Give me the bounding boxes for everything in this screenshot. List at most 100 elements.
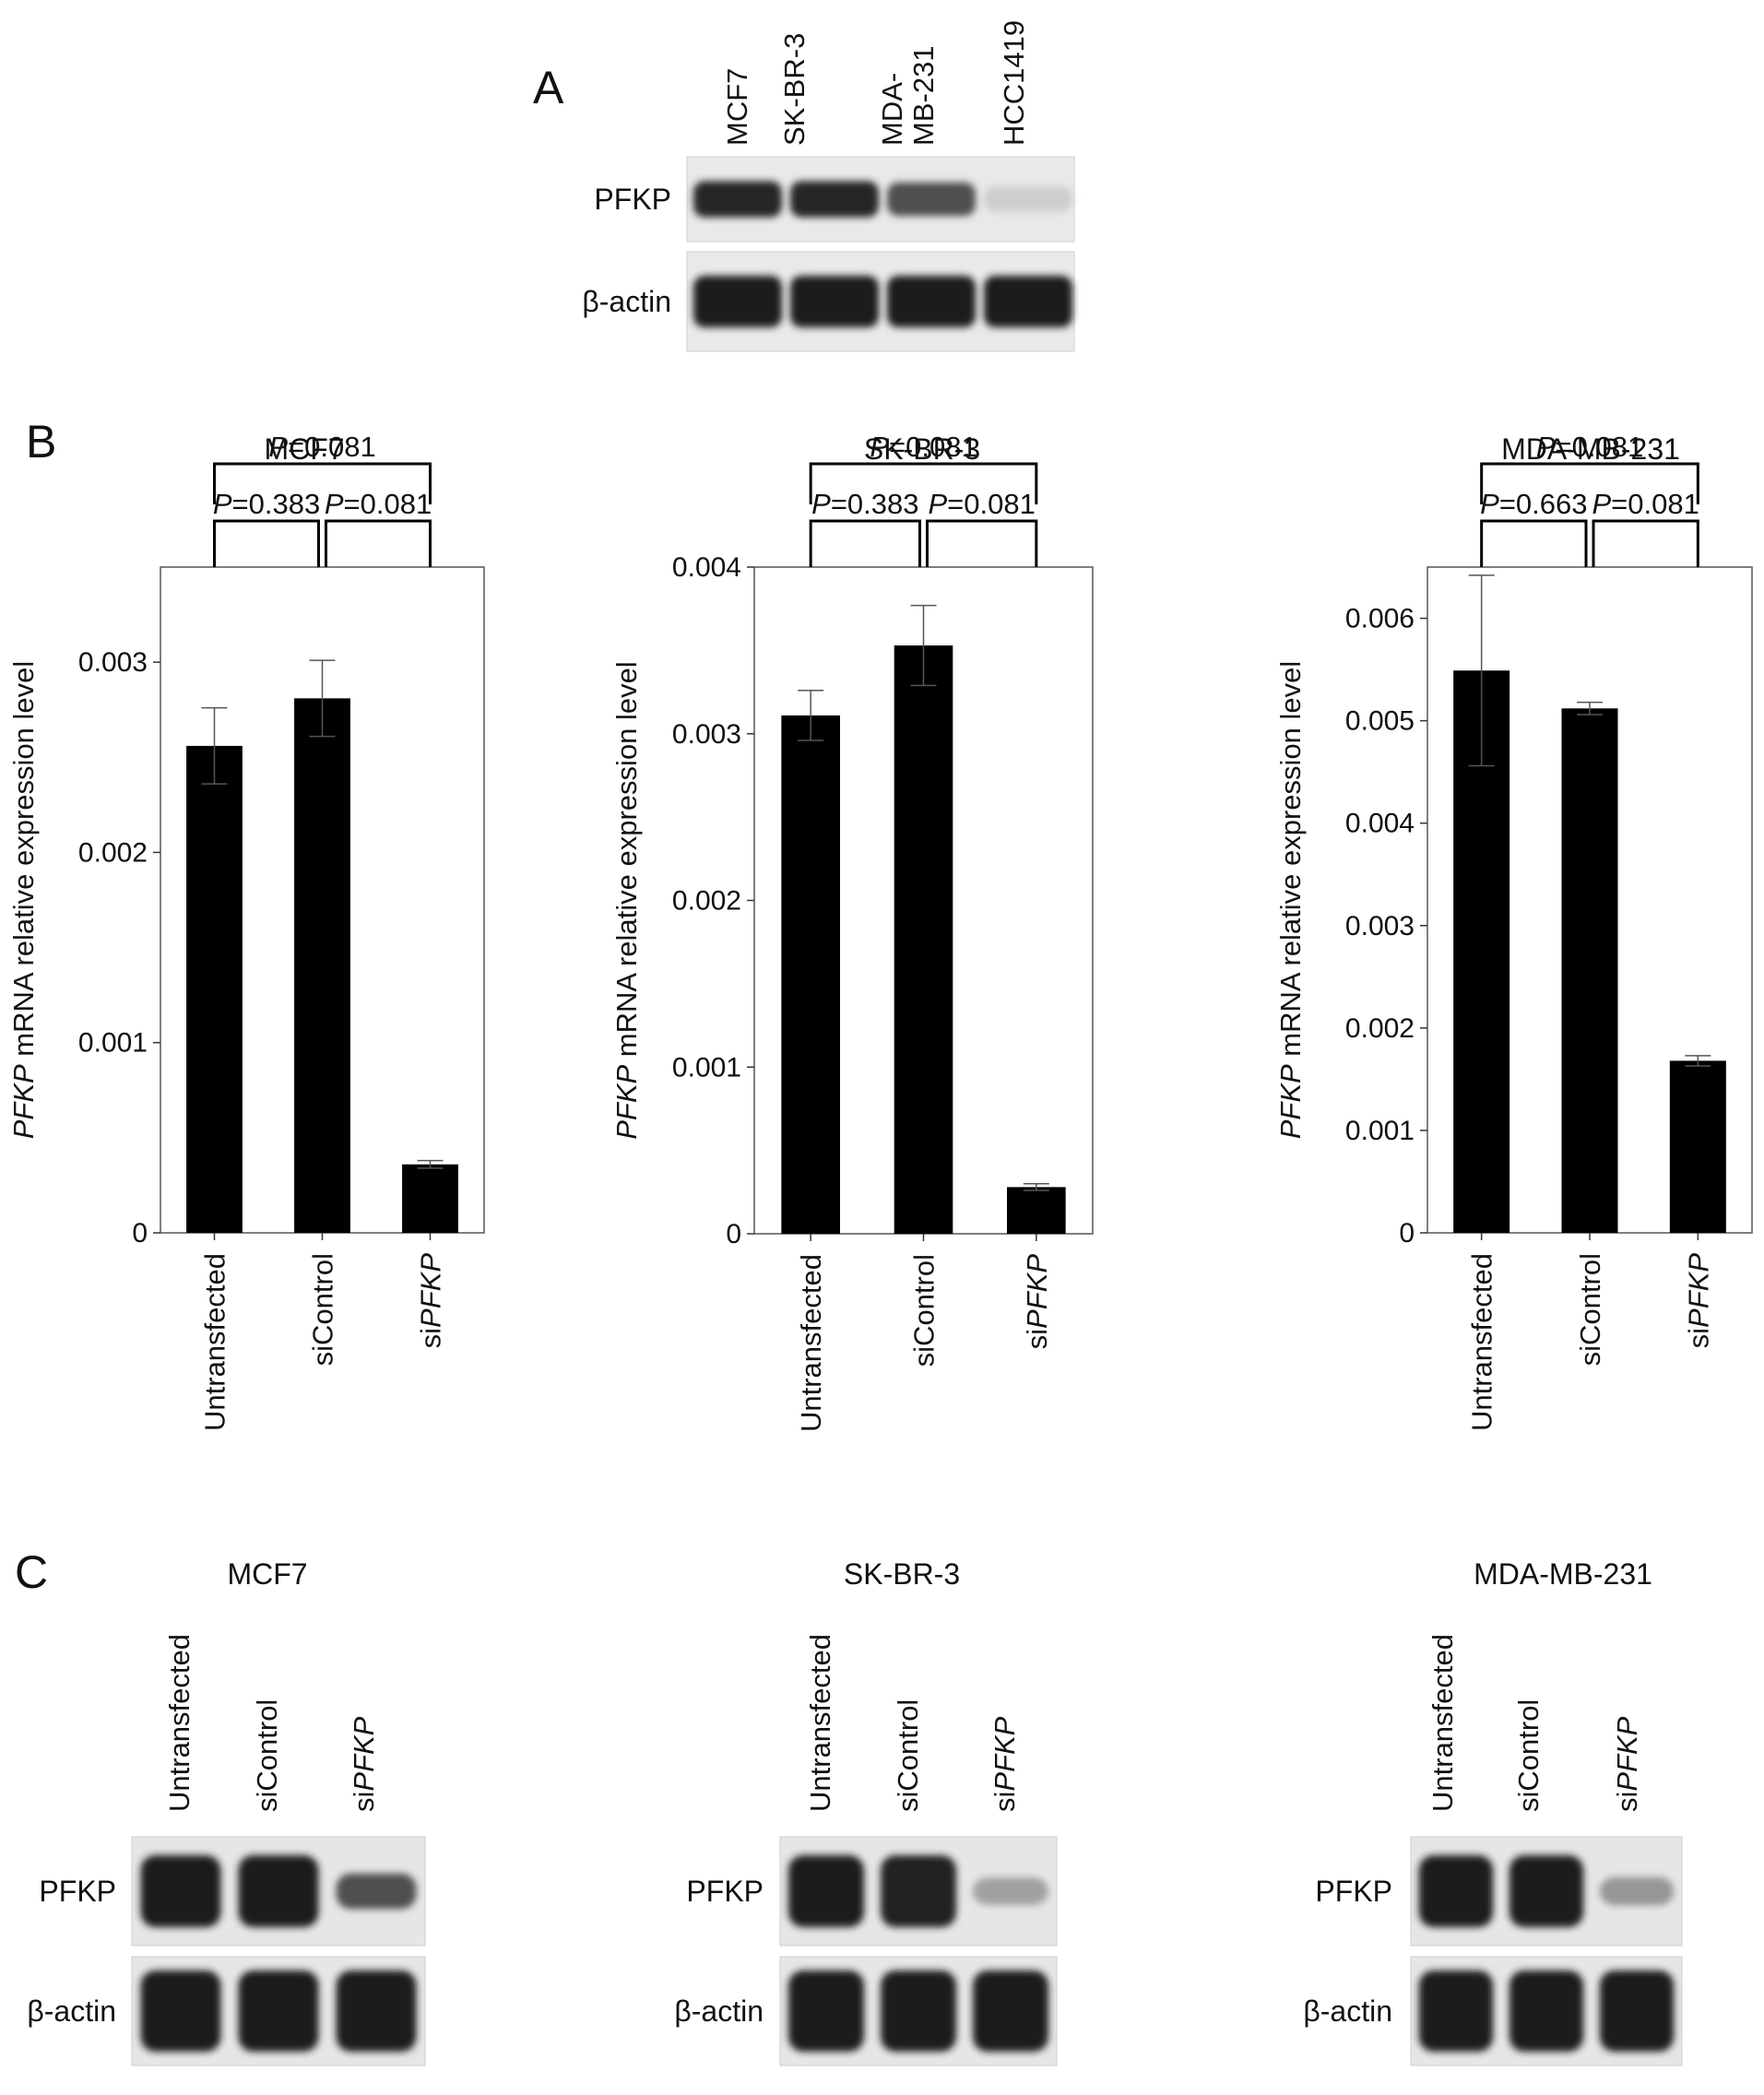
blot-band bbox=[887, 182, 976, 217]
p-value-label: P=0.081 bbox=[928, 488, 1035, 520]
blot-row-label: PFKP bbox=[686, 1875, 764, 1908]
significance-bracket bbox=[213, 519, 320, 567]
y-tick-label: 0.002 bbox=[1345, 1013, 1415, 1044]
blot-row-label: β-actin bbox=[1303, 1994, 1392, 2028]
y-tick-label: 0.006 bbox=[1345, 604, 1415, 634]
p-value-label: P=0.383 bbox=[213, 488, 320, 520]
significance-bracket bbox=[1480, 519, 1588, 567]
significance-bracket bbox=[1592, 519, 1699, 567]
y-tick-label: 0.003 bbox=[78, 647, 148, 678]
blot-band bbox=[881, 1971, 956, 2052]
blot-band bbox=[1509, 1971, 1584, 2052]
panel-letter-a: A bbox=[533, 62, 564, 113]
lane-label: Untransfected bbox=[804, 1634, 836, 1812]
blot-band bbox=[984, 276, 1072, 327]
cell-line-label: MDA- bbox=[876, 73, 908, 146]
error-bar bbox=[417, 1159, 444, 1169]
chart-title: MCF7 bbox=[264, 432, 344, 466]
error-bar bbox=[309, 659, 336, 738]
blot-band bbox=[1599, 1876, 1675, 1906]
blot-band bbox=[1418, 1855, 1494, 1927]
y-tick-label: 0.001 bbox=[672, 1052, 741, 1083]
significance-bracket bbox=[213, 462, 432, 504]
western-blot-a: MCF7 SK-BR-3 MDA- MB-231 HCC1419 PFKP β-actin bbox=[582, 20, 1075, 352]
blot-band bbox=[887, 276, 976, 327]
error-bar bbox=[798, 690, 824, 741]
x-category-label: siControl bbox=[1574, 1253, 1606, 1366]
bar-chart-mdamb231: MDA-MB-231 0 0.001 0.002 0.003 0.004 0.005 0.00… bbox=[1274, 431, 1753, 1431]
p-value-label: P=0.383 bbox=[811, 488, 918, 520]
bar bbox=[294, 698, 350, 1233]
x-category-label: Untransfected bbox=[1466, 1253, 1498, 1431]
error-bar bbox=[1577, 701, 1603, 716]
lane-label: siControl bbox=[892, 1699, 924, 1812]
error-bar bbox=[1023, 1183, 1049, 1191]
bar bbox=[186, 745, 243, 1233]
error-bar bbox=[1685, 1055, 1711, 1067]
significance-bracket bbox=[1480, 462, 1699, 504]
bar-chart-skbr3: SK-BR-3 0 0.001 0.002 0.003 0.004 PFKP mRNA re… bbox=[610, 431, 1094, 1432]
blot-band bbox=[984, 186, 1072, 212]
error-bar bbox=[201, 706, 228, 785]
cell-line-label: HCC1419 bbox=[998, 20, 1030, 146]
blot-band bbox=[788, 1855, 864, 1927]
y-axis-label: PFKP mRNA relative expression level bbox=[610, 661, 643, 1140]
bar bbox=[1007, 1187, 1066, 1234]
blot-band bbox=[140, 1855, 221, 1927]
bar-chart-mcf7: MCF7 0 0.001 0.002 0.003 PFKP mRNA relative e… bbox=[7, 431, 485, 1431]
p-value-label: P=0.081 bbox=[268, 431, 375, 463]
blot-band bbox=[238, 1971, 319, 2052]
y-axis-label: PFKP mRNA relative expression level bbox=[1274, 661, 1307, 1140]
bar bbox=[1561, 708, 1618, 1233]
chart-title: MDA-MB-231 bbox=[1501, 432, 1680, 466]
x-category-label: Untransfected bbox=[795, 1254, 827, 1432]
blot-row-label: PFKP bbox=[1315, 1875, 1392, 1908]
y-tick-label: 0.004 bbox=[672, 552, 741, 583]
western-blot-c-skbr3: SK-BR-3 Untransfected siControl siPFKP PFKP β… bbox=[674, 1557, 1058, 2066]
blot-band bbox=[790, 181, 879, 218]
lane-label: siPFKP bbox=[989, 1716, 1021, 1812]
y-tick-label: 0.003 bbox=[1345, 911, 1415, 941]
blot-band bbox=[788, 1971, 864, 2052]
blot-row-label: β-actin bbox=[582, 285, 671, 318]
blot-band bbox=[693, 181, 782, 218]
error-bar bbox=[910, 604, 937, 687]
blot-title: MCF7 bbox=[227, 1557, 307, 1591]
blot-band bbox=[1509, 1855, 1584, 1927]
p-value-label: P=0.081 bbox=[1592, 488, 1699, 520]
cell-line-label: SK-BR-3 bbox=[778, 33, 811, 146]
blot-band bbox=[881, 1855, 956, 1927]
blot-band bbox=[1418, 1971, 1494, 2052]
western-blot-c-mcf7: MCF7 Untransfected siControl siPFKP PFKP β-ac… bbox=[27, 1557, 426, 2066]
blot-band bbox=[1599, 1971, 1675, 2052]
p-value-label: P=0.081 bbox=[1536, 431, 1643, 463]
blot-row-label: PFKP bbox=[594, 183, 671, 216]
y-tick-label: 0.005 bbox=[1345, 706, 1415, 737]
lane-label: siControl bbox=[251, 1699, 283, 1812]
panel-letter-c: C bbox=[15, 1546, 48, 1598]
x-category-label: siControl bbox=[307, 1253, 339, 1366]
blot-band bbox=[140, 1971, 221, 2052]
blot-row-label: β-actin bbox=[674, 1994, 764, 2028]
x-category-label: Untransfected bbox=[199, 1253, 231, 1431]
bar bbox=[402, 1164, 458, 1233]
blot-band bbox=[790, 276, 879, 327]
significance-bracket bbox=[325, 519, 432, 567]
blot-band bbox=[973, 1971, 1048, 2052]
y-tick-label: 0.002 bbox=[672, 886, 741, 917]
bar bbox=[781, 715, 840, 1234]
x-category-label: siControl bbox=[908, 1254, 941, 1367]
y-tick-label: 0.002 bbox=[78, 837, 148, 868]
blot-band bbox=[238, 1855, 319, 1927]
blot-band bbox=[336, 1971, 417, 2052]
p-value-label: P=0.663 bbox=[1480, 488, 1587, 520]
blot-title: MDA-MB-231 bbox=[1474, 1557, 1652, 1591]
blot-row-label: PFKP bbox=[39, 1875, 116, 1908]
chart-title: SK-BR-3 bbox=[864, 432, 980, 466]
y-axis-label: PFKP mRNA relative expression level bbox=[7, 661, 40, 1140]
western-blot-c-mdamb231: MDA-MB-231 Untransfected siControl siPFKP PF… bbox=[1303, 1557, 1683, 2066]
bar bbox=[894, 645, 953, 1234]
y-tick-label: 0 bbox=[726, 1219, 741, 1249]
error-bar bbox=[1468, 574, 1495, 767]
